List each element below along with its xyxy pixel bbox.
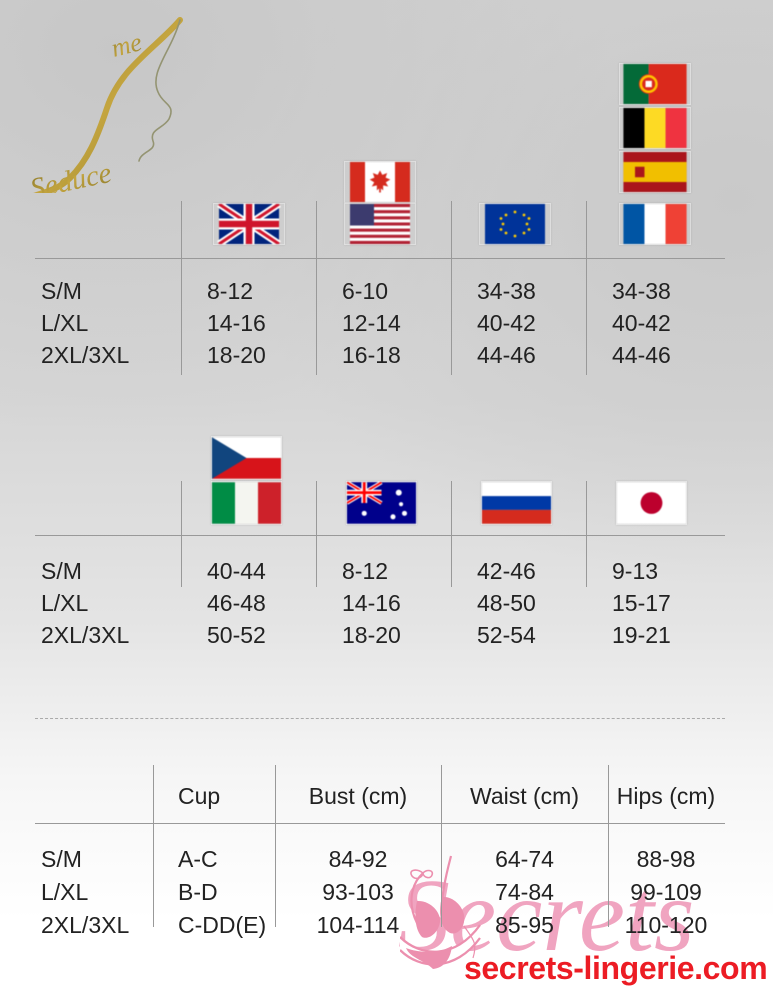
svg-text:Seduce: Seduce	[30, 157, 114, 193]
